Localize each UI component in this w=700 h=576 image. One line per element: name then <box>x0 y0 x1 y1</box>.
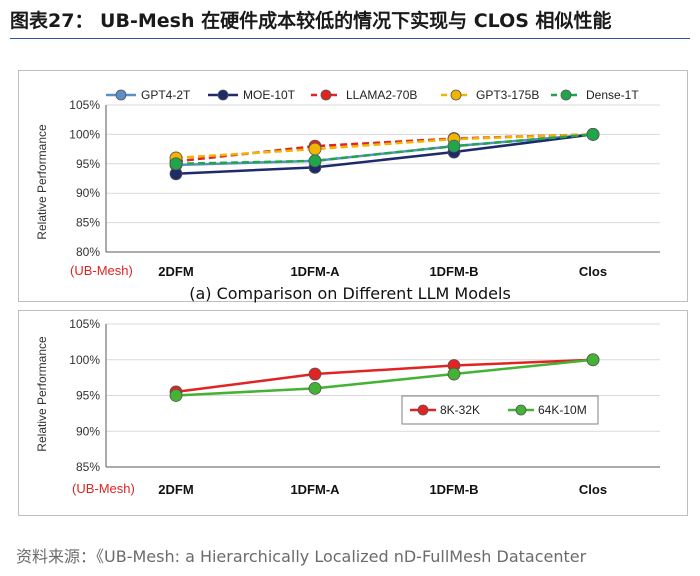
chart-a-legend: GPT4-2T MOE-10T LLAMA2-70B GPT3-175B Dense-1… <box>106 88 639 102</box>
chart-a-xtick-label: Clos <box>579 264 607 279</box>
legend-label-gpt3-175b: GPT3-175B <box>476 88 539 102</box>
data-point-64k-10m <box>586 353 600 367</box>
chart-panel-a: GPT4-2T MOE-10T LLAMA2-70B GPT3-175B Dense-1… <box>18 70 688 302</box>
data-point-64k-10m <box>308 381 322 395</box>
chart-b-svg: 85% 90% 95% 100% 105% 2DFM 1DFM-A 1DFM-B Clos 8… <box>35 317 660 497</box>
chart-b-xtick-label: 1DFM-B <box>429 482 478 497</box>
chart-a-ytick-label: 85% <box>76 216 100 230</box>
chart-b-legend: 8K-32K 64K-10M <box>401 395 599 425</box>
chart-a-ytick-label: 100% <box>69 127 100 141</box>
chart-b-ubmesh-annotation: (UB-Mesh) <box>72 481 135 496</box>
series-line-64k-10m <box>175 358 594 397</box>
chart-a-caption: (a) Comparison on Different LLM Models <box>189 284 511 303</box>
legend-label-llama2-70b: LLAMA2-70B <box>346 88 417 102</box>
series-line-gpt3-175b <box>175 133 594 160</box>
chart-b-frame <box>18 310 688 516</box>
legend-marker-8k-32k <box>417 404 429 416</box>
legend-label-gpt4-2t: GPT4-2T <box>141 88 191 102</box>
data-point-64k-10m <box>447 367 461 381</box>
chart-b-xtick-label: Clos <box>579 482 607 497</box>
chart-a-xtick-label: 1DFM-A <box>290 264 340 279</box>
series-line-dense-1t <box>175 133 594 166</box>
chart-a-ytick-label: 90% <box>76 186 100 200</box>
legend-label-dense-1t: Dense-1T <box>586 88 639 102</box>
chart-a-xtick-label: 2DFM <box>158 264 193 279</box>
series-line-moe-10t <box>175 133 594 176</box>
legend-label-moe-10t: MOE-10T <box>243 88 296 102</box>
data-point-dense-1t <box>586 128 600 141</box>
legend-marker-64k-10m <box>515 404 527 416</box>
legend-label-8k-32k: 8K-32K <box>440 403 480 417</box>
chart-a-ubmesh-annotation: (UB-Mesh) <box>70 263 133 278</box>
chart-a-svg: GPT4-2T MOE-10T LLAMA2-70B GPT3-175B Dense-1… <box>35 88 660 279</box>
chart-b-ylabel: Relative Performance <box>35 336 49 452</box>
legend-label-64k-10m: 64K-10M <box>538 403 587 417</box>
legend-marker-gpt3-175b <box>450 89 462 101</box>
page-title: 图表27： UB-Mesh 在硬件成本较低的情况下实现与 CLOS 相似性能 <box>10 10 612 32</box>
legend-marker-gpt4-2t <box>115 89 127 101</box>
legend-marker-llama2-70b <box>320 89 332 101</box>
chart-panel-b: 85% 90% 95% 100% 105% 2DFM 1DFM-A 1DFM-B Clos 8… <box>18 310 688 516</box>
chart-a-ytick-label: 95% <box>76 157 100 171</box>
chart-b-ytick-label: 95% <box>76 389 100 403</box>
title-divider <box>10 38 690 39</box>
legend-marker-moe-10t <box>217 89 229 101</box>
chart-b-ytick-label: 90% <box>76 424 100 438</box>
data-point-dense-1t <box>169 157 183 171</box>
legend-marker-dense-1t <box>560 89 572 101</box>
chart-a-xtick-label: 1DFM-B <box>429 264 478 279</box>
chart-b-ytick-label: 100% <box>69 353 100 367</box>
data-point-64k-10m <box>169 389 183 402</box>
chart-b-legend-box <box>401 395 599 425</box>
data-point-dense-1t <box>447 139 461 153</box>
chart-a-frame <box>18 70 688 302</box>
data-point-dense-1t <box>308 154 322 168</box>
chart-b-xtick-label: 2DFM <box>158 482 193 497</box>
series-line-8k-32k <box>175 358 594 394</box>
chart-b-ytick-label: 105% <box>69 317 100 331</box>
chart-a-ytick-label: 80% <box>76 245 100 259</box>
chart-a-ylabel: Relative Performance <box>35 124 49 240</box>
chart-b-xtick-label: 1DFM-A <box>290 482 340 497</box>
source-footer: 资料来源：《UB-Mesh: a Hierarchically Localize… <box>16 547 587 566</box>
chart-b-ytick-label: 85% <box>76 460 100 474</box>
chart-a-ytick-label: 105% <box>69 98 100 112</box>
data-point-8k-32k <box>308 367 322 381</box>
